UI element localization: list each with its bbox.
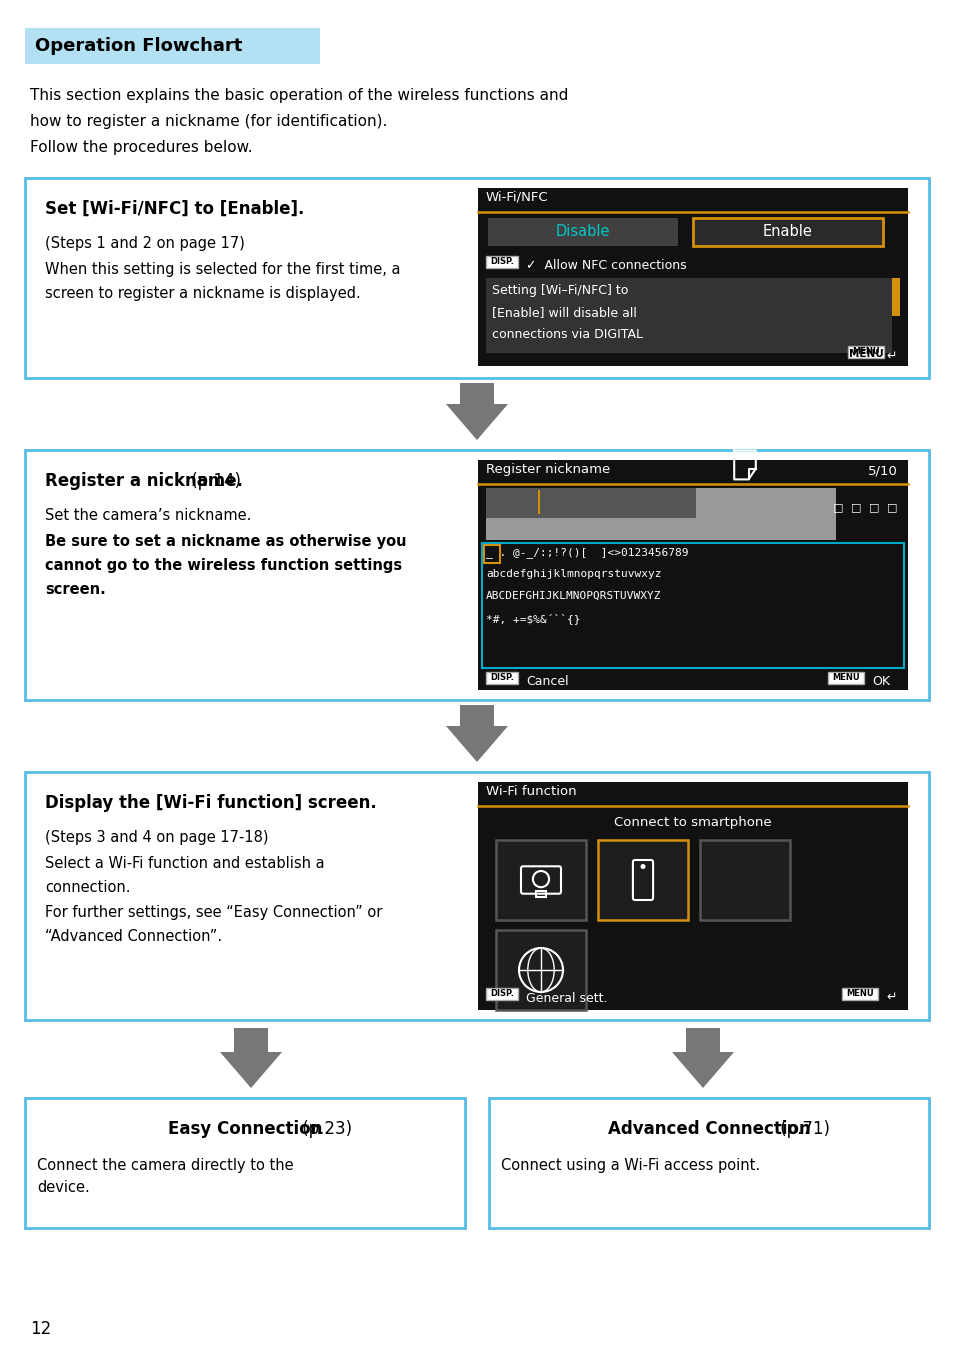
Text: Wi-Fi/NFC: Wi-Fi/NFC [485, 191, 548, 204]
Text: (p.14): (p.14) [186, 472, 241, 490]
FancyBboxPatch shape [485, 488, 696, 518]
Text: Register nickname: Register nickname [485, 463, 610, 476]
Text: Connect the camera directly to the: Connect the camera directly to the [37, 1158, 294, 1173]
Text: (p.71): (p.71) [775, 1120, 830, 1138]
FancyBboxPatch shape [477, 460, 907, 690]
FancyBboxPatch shape [25, 28, 319, 65]
FancyBboxPatch shape [485, 256, 517, 268]
Text: □: □ [868, 502, 879, 512]
Text: connections via DIGITAL: connections via DIGITAL [492, 328, 642, 342]
Text: [Enable] will disable all: [Enable] will disable all [492, 307, 637, 319]
Text: (p.23): (p.23) [297, 1120, 353, 1138]
FancyBboxPatch shape [485, 278, 891, 352]
FancyBboxPatch shape [496, 929, 585, 1010]
Text: connection.: connection. [45, 880, 131, 894]
Text: DISP.: DISP. [490, 257, 514, 266]
Polygon shape [446, 726, 507, 763]
Polygon shape [220, 1052, 282, 1088]
Text: 5/10: 5/10 [867, 464, 897, 477]
FancyBboxPatch shape [891, 278, 899, 316]
Text: screen to register a nickname is displayed.: screen to register a nickname is display… [45, 286, 360, 301]
Text: Enable: Enable [762, 225, 812, 239]
FancyBboxPatch shape [477, 188, 907, 366]
Polygon shape [446, 404, 507, 440]
Text: Set the camera’s nickname.: Set the camera’s nickname. [45, 508, 251, 523]
Text: MENU: MENU [845, 990, 873, 998]
FancyBboxPatch shape [488, 218, 678, 246]
Polygon shape [671, 1052, 733, 1088]
Text: DISP.: DISP. [490, 674, 514, 682]
Text: Register a nickname.: Register a nickname. [45, 472, 243, 490]
Text: MENU: MENU [831, 674, 859, 682]
Text: Follow the procedures below.: Follow the procedures below. [30, 140, 253, 155]
Text: (Steps 3 and 4 on page 17-18): (Steps 3 and 4 on page 17-18) [45, 830, 268, 845]
Text: For further settings, see “Easy Connection” or: For further settings, see “Easy Connecti… [45, 905, 382, 920]
Text: 12: 12 [30, 1319, 51, 1338]
Text: device.: device. [37, 1180, 90, 1194]
Text: Connect using a Wi-Fi access point.: Connect using a Wi-Fi access point. [500, 1158, 760, 1173]
Text: MENU: MENU [851, 347, 879, 356]
FancyBboxPatch shape [485, 672, 517, 685]
FancyBboxPatch shape [483, 545, 499, 564]
FancyBboxPatch shape [537, 490, 539, 514]
Text: ↵: ↵ [885, 991, 896, 1003]
Text: Operation Flowchart: Operation Flowchart [35, 38, 242, 55]
FancyBboxPatch shape [485, 989, 517, 999]
FancyBboxPatch shape [827, 672, 863, 685]
Text: _ . @-_/:;!?()[  ]<>0123456789: _ . @-_/:;!?()[ ]<>0123456789 [485, 547, 688, 558]
Circle shape [640, 865, 644, 869]
Text: Setting [Wi–Fi/NFC] to: Setting [Wi–Fi/NFC] to [492, 284, 628, 297]
FancyBboxPatch shape [692, 218, 882, 246]
Text: *#, +=$%&´``{}: *#, +=$%&´``{} [485, 613, 579, 624]
Text: screen.: screen. [45, 582, 106, 597]
Text: ↵: ↵ [886, 350, 897, 363]
FancyBboxPatch shape [481, 543, 903, 668]
FancyBboxPatch shape [477, 781, 907, 1010]
FancyBboxPatch shape [700, 841, 789, 920]
FancyBboxPatch shape [496, 841, 585, 920]
FancyBboxPatch shape [598, 841, 687, 920]
Polygon shape [685, 1028, 720, 1052]
FancyBboxPatch shape [25, 772, 928, 1020]
Text: MENU: MENU [848, 348, 882, 359]
Text: □: □ [832, 502, 842, 512]
Text: General sett.: General sett. [525, 993, 607, 1005]
Text: “Advanced Connection”.: “Advanced Connection”. [45, 929, 222, 944]
Text: Disable: Disable [556, 225, 610, 239]
Text: OK: OK [871, 675, 889, 689]
Text: When this setting is selected for the first time, a: When this setting is selected for the fi… [45, 262, 400, 277]
Text: Advanced Connection: Advanced Connection [607, 1120, 809, 1138]
Text: Display the [Wi-Fi function] screen.: Display the [Wi-Fi function] screen. [45, 794, 376, 812]
Text: Select a Wi-Fi function and establish a: Select a Wi-Fi function and establish a [45, 855, 324, 872]
Text: ABCDEFGHIJKLMNOPQRSTUVWXYZ: ABCDEFGHIJKLMNOPQRSTUVWXYZ [485, 590, 660, 601]
Polygon shape [459, 383, 494, 404]
Polygon shape [459, 705, 494, 726]
Text: abcdefghijklmnopqrstuvwxyz: abcdefghijklmnopqrstuvwxyz [485, 569, 660, 578]
Text: ✓  Allow NFC connections: ✓ Allow NFC connections [525, 260, 686, 272]
Text: Set [Wi-Fi/NFC] to [Enable].: Set [Wi-Fi/NFC] to [Enable]. [45, 200, 304, 218]
Text: Easy Connection: Easy Connection [168, 1120, 322, 1138]
FancyBboxPatch shape [489, 1098, 928, 1228]
Text: Wi-Fi function: Wi-Fi function [485, 785, 576, 798]
FancyBboxPatch shape [841, 989, 877, 999]
Text: (Steps 1 and 2 on page 17): (Steps 1 and 2 on page 17) [45, 235, 245, 252]
FancyBboxPatch shape [25, 1098, 464, 1228]
Text: cannot go to the wireless function settings: cannot go to the wireless function setti… [45, 558, 402, 573]
FancyBboxPatch shape [485, 488, 835, 539]
Text: how to register a nickname (for identification).: how to register a nickname (for identifi… [30, 114, 387, 129]
FancyBboxPatch shape [25, 178, 928, 378]
Text: □: □ [850, 502, 861, 512]
FancyBboxPatch shape [847, 346, 883, 358]
Text: Connect to smartphone: Connect to smartphone [614, 816, 771, 829]
Text: This section explains the basic operation of the wireless functions and: This section explains the basic operatio… [30, 87, 568, 104]
Text: Cancel: Cancel [525, 675, 568, 689]
Text: Be sure to set a nickname as otherwise you: Be sure to set a nickname as otherwise y… [45, 534, 406, 549]
Text: □: □ [886, 502, 897, 512]
Polygon shape [233, 1028, 268, 1052]
Text: DISP.: DISP. [490, 990, 514, 998]
FancyBboxPatch shape [25, 451, 928, 699]
